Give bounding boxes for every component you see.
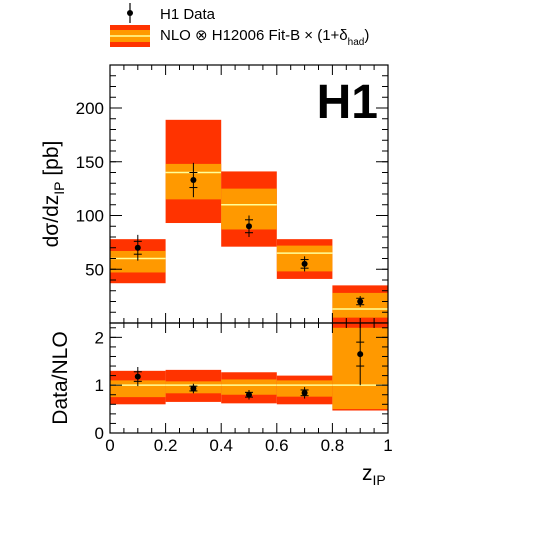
bottom-x-tick-label-4: 0.6 — [265, 436, 289, 455]
bottom-data-point-2 — [190, 385, 197, 392]
top-axis-ticks: 50 100 150 200 — [76, 65, 389, 323]
top-data-points — [133, 162, 365, 307]
bottom-data-point-3 — [246, 391, 252, 398]
top-data-point-2 — [190, 177, 197, 184]
bottom-y-tick-label-3: 2 — [95, 328, 104, 347]
top-nlo-inner-band-bin-1 — [110, 250, 166, 273]
bottom-y-tick-label-1: 0 — [95, 424, 104, 443]
bottom-x-tick-label-6: 1 — [383, 436, 392, 455]
legend: H1 Data NLO ⊗ H12006 Fit-B × (1+δhad) — [110, 3, 369, 48]
top-y-axis-label-sub: IP — [51, 181, 67, 194]
x-axis-label-main: z — [362, 462, 373, 485]
top-data-point-3 — [246, 223, 252, 230]
bottom-axis-ticks: 0 1 2 0 0.2 0.4 0.6 0.8 1 — [95, 323, 393, 455]
bottom-y-axis-label: Data/NLO — [49, 331, 72, 424]
bottom-nlo-inner-band-bin-3 — [221, 379, 277, 395]
top-panel: 50 100 150 200 H1 dσ/dzIP [pb] — [40, 64, 389, 324]
legend-data-label: H1 Data — [160, 6, 216, 23]
top-data-point-4 — [301, 260, 308, 267]
bottom-x-tick-label-2: 0.2 — [154, 436, 178, 455]
legend-nlo-label-main: NLO ⊗ H12006 Fit-B × (1+δ — [160, 27, 348, 44]
legend-data-marker — [127, 10, 133, 16]
legend-nlo-label-close: ) — [364, 27, 369, 44]
bottom-panel: 0 1 2 0 0.2 0.4 0.6 0.8 1 Data/NLO — [49, 322, 393, 455]
bottom-x-tick-label-3: 0.4 — [209, 436, 233, 455]
top-data-point-5 — [357, 298, 364, 305]
bottom-x-tick-label-1: 0 — [105, 436, 114, 455]
bottom-data-point-5 — [357, 351, 364, 358]
x-axis-label: zIP — [362, 462, 386, 488]
top-y-axis-label-unit: [pb] — [40, 141, 63, 182]
bottom-x-tick-label-5: 0.8 — [321, 436, 345, 455]
top-y-tick-label-2: 100 — [76, 207, 104, 226]
top-y-tick-label-3: 150 — [76, 153, 104, 172]
bottom-data-point-1 — [134, 373, 141, 380]
legend-nlo-label-sub: had — [348, 37, 365, 48]
bottom-y-tick-label-2: 1 — [95, 376, 104, 395]
x-axis-label-sub: IP — [373, 472, 386, 488]
top-y-axis-label: dσ/dzIP [pb] — [40, 141, 67, 248]
legend-nlo-label: NLO ⊗ H12006 Fit-B × (1+δhad) — [160, 27, 369, 48]
bottom-data-point-4 — [301, 389, 308, 396]
h1-logo: H1 — [317, 76, 378, 129]
top-y-tick-label-1: 50 — [85, 260, 104, 279]
top-y-tick-label-4: 200 — [76, 99, 104, 118]
bottom-data-points — [133, 323, 365, 400]
top-y-axis-label-main: dσ/dz — [40, 195, 63, 248]
top-data-point-1 — [134, 244, 141, 251]
